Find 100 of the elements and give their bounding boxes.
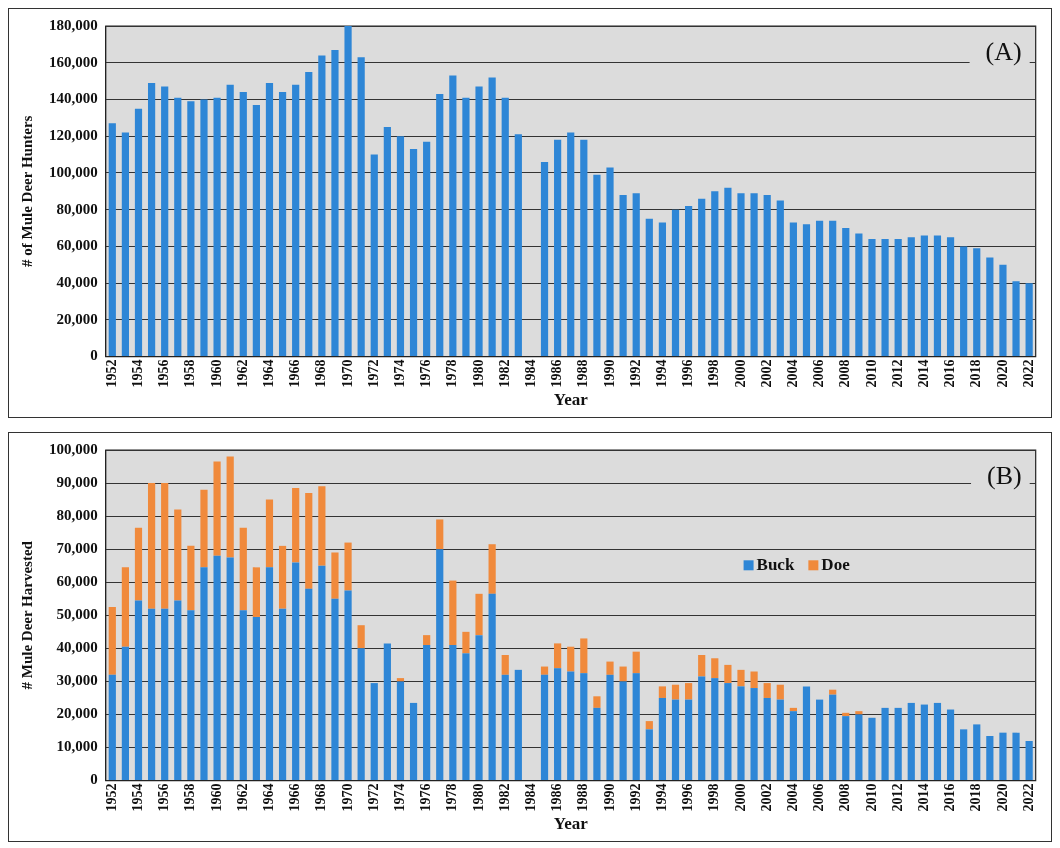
x-tick-label: 2006 [811, 359, 827, 388]
x-tick-label: 2014 [915, 783, 931, 812]
x-tick-label: 1990 [601, 783, 617, 812]
x-tick-label: 1972 [365, 783, 381, 812]
y-tick-label: 0 [90, 347, 98, 364]
x-tick-label: 1974 [392, 783, 408, 812]
x-tick-label: 1980 [470, 783, 486, 812]
x-tick-label: 1954 [130, 359, 146, 388]
x-tick-label: 1960 [208, 783, 224, 812]
x-tick-label: 2010 [863, 359, 879, 388]
x-tick-label: 1988 [575, 783, 591, 812]
x-tick-label: 1956 [156, 783, 172, 812]
x-tick-label: 1982 [496, 783, 512, 812]
x-tick-label: 1972 [365, 359, 381, 388]
x-tick-label: 1974 [392, 359, 408, 388]
x-tick-label: 1970 [339, 783, 355, 812]
x-tick-label: 2016 [942, 783, 958, 812]
x-tick-label: 2002 [758, 359, 774, 388]
x-tick-label: 1982 [496, 359, 512, 388]
y-tick-label: 0 [90, 771, 98, 788]
y-axis-title: # Mule Deer Harvested [18, 540, 35, 690]
x-tick-label: 1996 [680, 783, 696, 812]
x-tick-label: 2014 [915, 359, 931, 388]
x-tick-label: 1978 [444, 359, 460, 388]
x-tick-label: 1980 [470, 359, 486, 388]
x-tick-label: 2000 [732, 783, 748, 812]
x-tick-label: 1988 [575, 359, 591, 388]
x-tick-label: 2022 [1020, 359, 1036, 388]
x-tick-label: 1958 [182, 359, 198, 388]
x-axis-title: Year [553, 390, 589, 410]
y-tick-label: 50,000 [56, 606, 98, 623]
x-tick-label: 2010 [863, 783, 879, 812]
x-tick-label: 1996 [680, 359, 696, 388]
x-tick-label: 1968 [313, 359, 329, 388]
y-tick-label: 80,000 [56, 200, 98, 217]
x-tick-label: 1958 [182, 783, 198, 812]
x-tick-label: 1992 [627, 359, 643, 388]
x-tick-label: 1998 [706, 359, 722, 388]
x-tick-label: 1994 [654, 783, 670, 812]
x-tick-label: 2022 [1020, 783, 1036, 812]
x-tick-label: 1952 [103, 359, 119, 388]
x-tick-label: 1962 [234, 359, 250, 388]
x-tick-label: 1998 [706, 783, 722, 812]
x-tick-label: 2000 [732, 359, 748, 388]
x-tick-label: 1984 [523, 783, 539, 812]
x-tick-label: 2006 [811, 783, 827, 812]
x-tick-label: 1984 [523, 359, 539, 388]
y-tick-label: 40,000 [56, 639, 98, 656]
x-tick-label: 1956 [156, 359, 172, 388]
y-tick-label: 60,000 [56, 237, 98, 254]
x-tick-label: 2002 [758, 783, 774, 812]
x-tick-label: 1990 [601, 359, 617, 388]
y-tick-label: 180,000 [49, 16, 98, 33]
annotation: (A) [985, 36, 1022, 66]
y-tick-label: 90,000 [56, 473, 98, 490]
annotation: (B) [987, 460, 1022, 490]
x-tick-label: 2016 [942, 359, 958, 388]
y-tick-label: 100,000 [49, 440, 98, 457]
x-tick-label: 1966 [287, 359, 303, 388]
x-tick-label: 1976 [418, 359, 434, 388]
x-tick-label: 1992 [627, 783, 643, 812]
x-tick-label: 2004 [784, 359, 800, 388]
x-tick-label: 1976 [418, 783, 434, 812]
y-tick-label: 60,000 [56, 573, 98, 590]
y-tick-label: 160,000 [49, 53, 98, 70]
x-tick-label: 2020 [994, 783, 1010, 812]
x-tick-label: 1954 [130, 783, 146, 812]
y-tick-label: 20,000 [56, 705, 98, 722]
x-tick-label: 2008 [837, 359, 853, 388]
y-tick-label: 140,000 [49, 90, 98, 107]
x-tick-label: 2012 [889, 359, 905, 388]
x-tick-label: 1962 [234, 783, 250, 812]
x-tick-label: 1986 [549, 359, 565, 388]
y-tick-label: 80,000 [56, 506, 98, 523]
x-tick-label: 1968 [313, 783, 329, 812]
y-tick-label: 30,000 [56, 672, 98, 689]
y-tick-label: 40,000 [56, 274, 98, 291]
x-tick-label: 1970 [339, 359, 355, 388]
x-tick-label: 1960 [208, 359, 224, 388]
x-tick-label: 2004 [784, 783, 800, 812]
x-axis-title: Year [553, 814, 589, 834]
y-tick-label: 10,000 [56, 738, 98, 755]
x-tick-label: 1964 [261, 783, 277, 812]
x-tick-label: 2018 [968, 783, 984, 812]
y-tick-label: 20,000 [56, 310, 98, 327]
y-tick-label: 70,000 [56, 540, 98, 557]
x-tick-label: 1986 [549, 783, 565, 812]
x-tick-label: 1978 [444, 783, 460, 812]
x-tick-label: 2008 [837, 783, 853, 812]
x-tick-label: 2018 [968, 359, 984, 388]
legend-label: Doe [821, 554, 851, 574]
y-tick-label: 120,000 [49, 127, 98, 144]
y-axis-title: # of Mule Deer Hunters [18, 115, 35, 267]
x-tick-label: 1952 [103, 783, 119, 812]
x-tick-label: 1964 [261, 359, 277, 388]
x-tick-label: 2012 [889, 783, 905, 812]
x-tick-label: 1994 [654, 359, 670, 388]
legend-label: Buck [756, 554, 795, 574]
y-tick-label: 100,000 [49, 163, 98, 180]
x-tick-label: 1966 [287, 783, 303, 812]
